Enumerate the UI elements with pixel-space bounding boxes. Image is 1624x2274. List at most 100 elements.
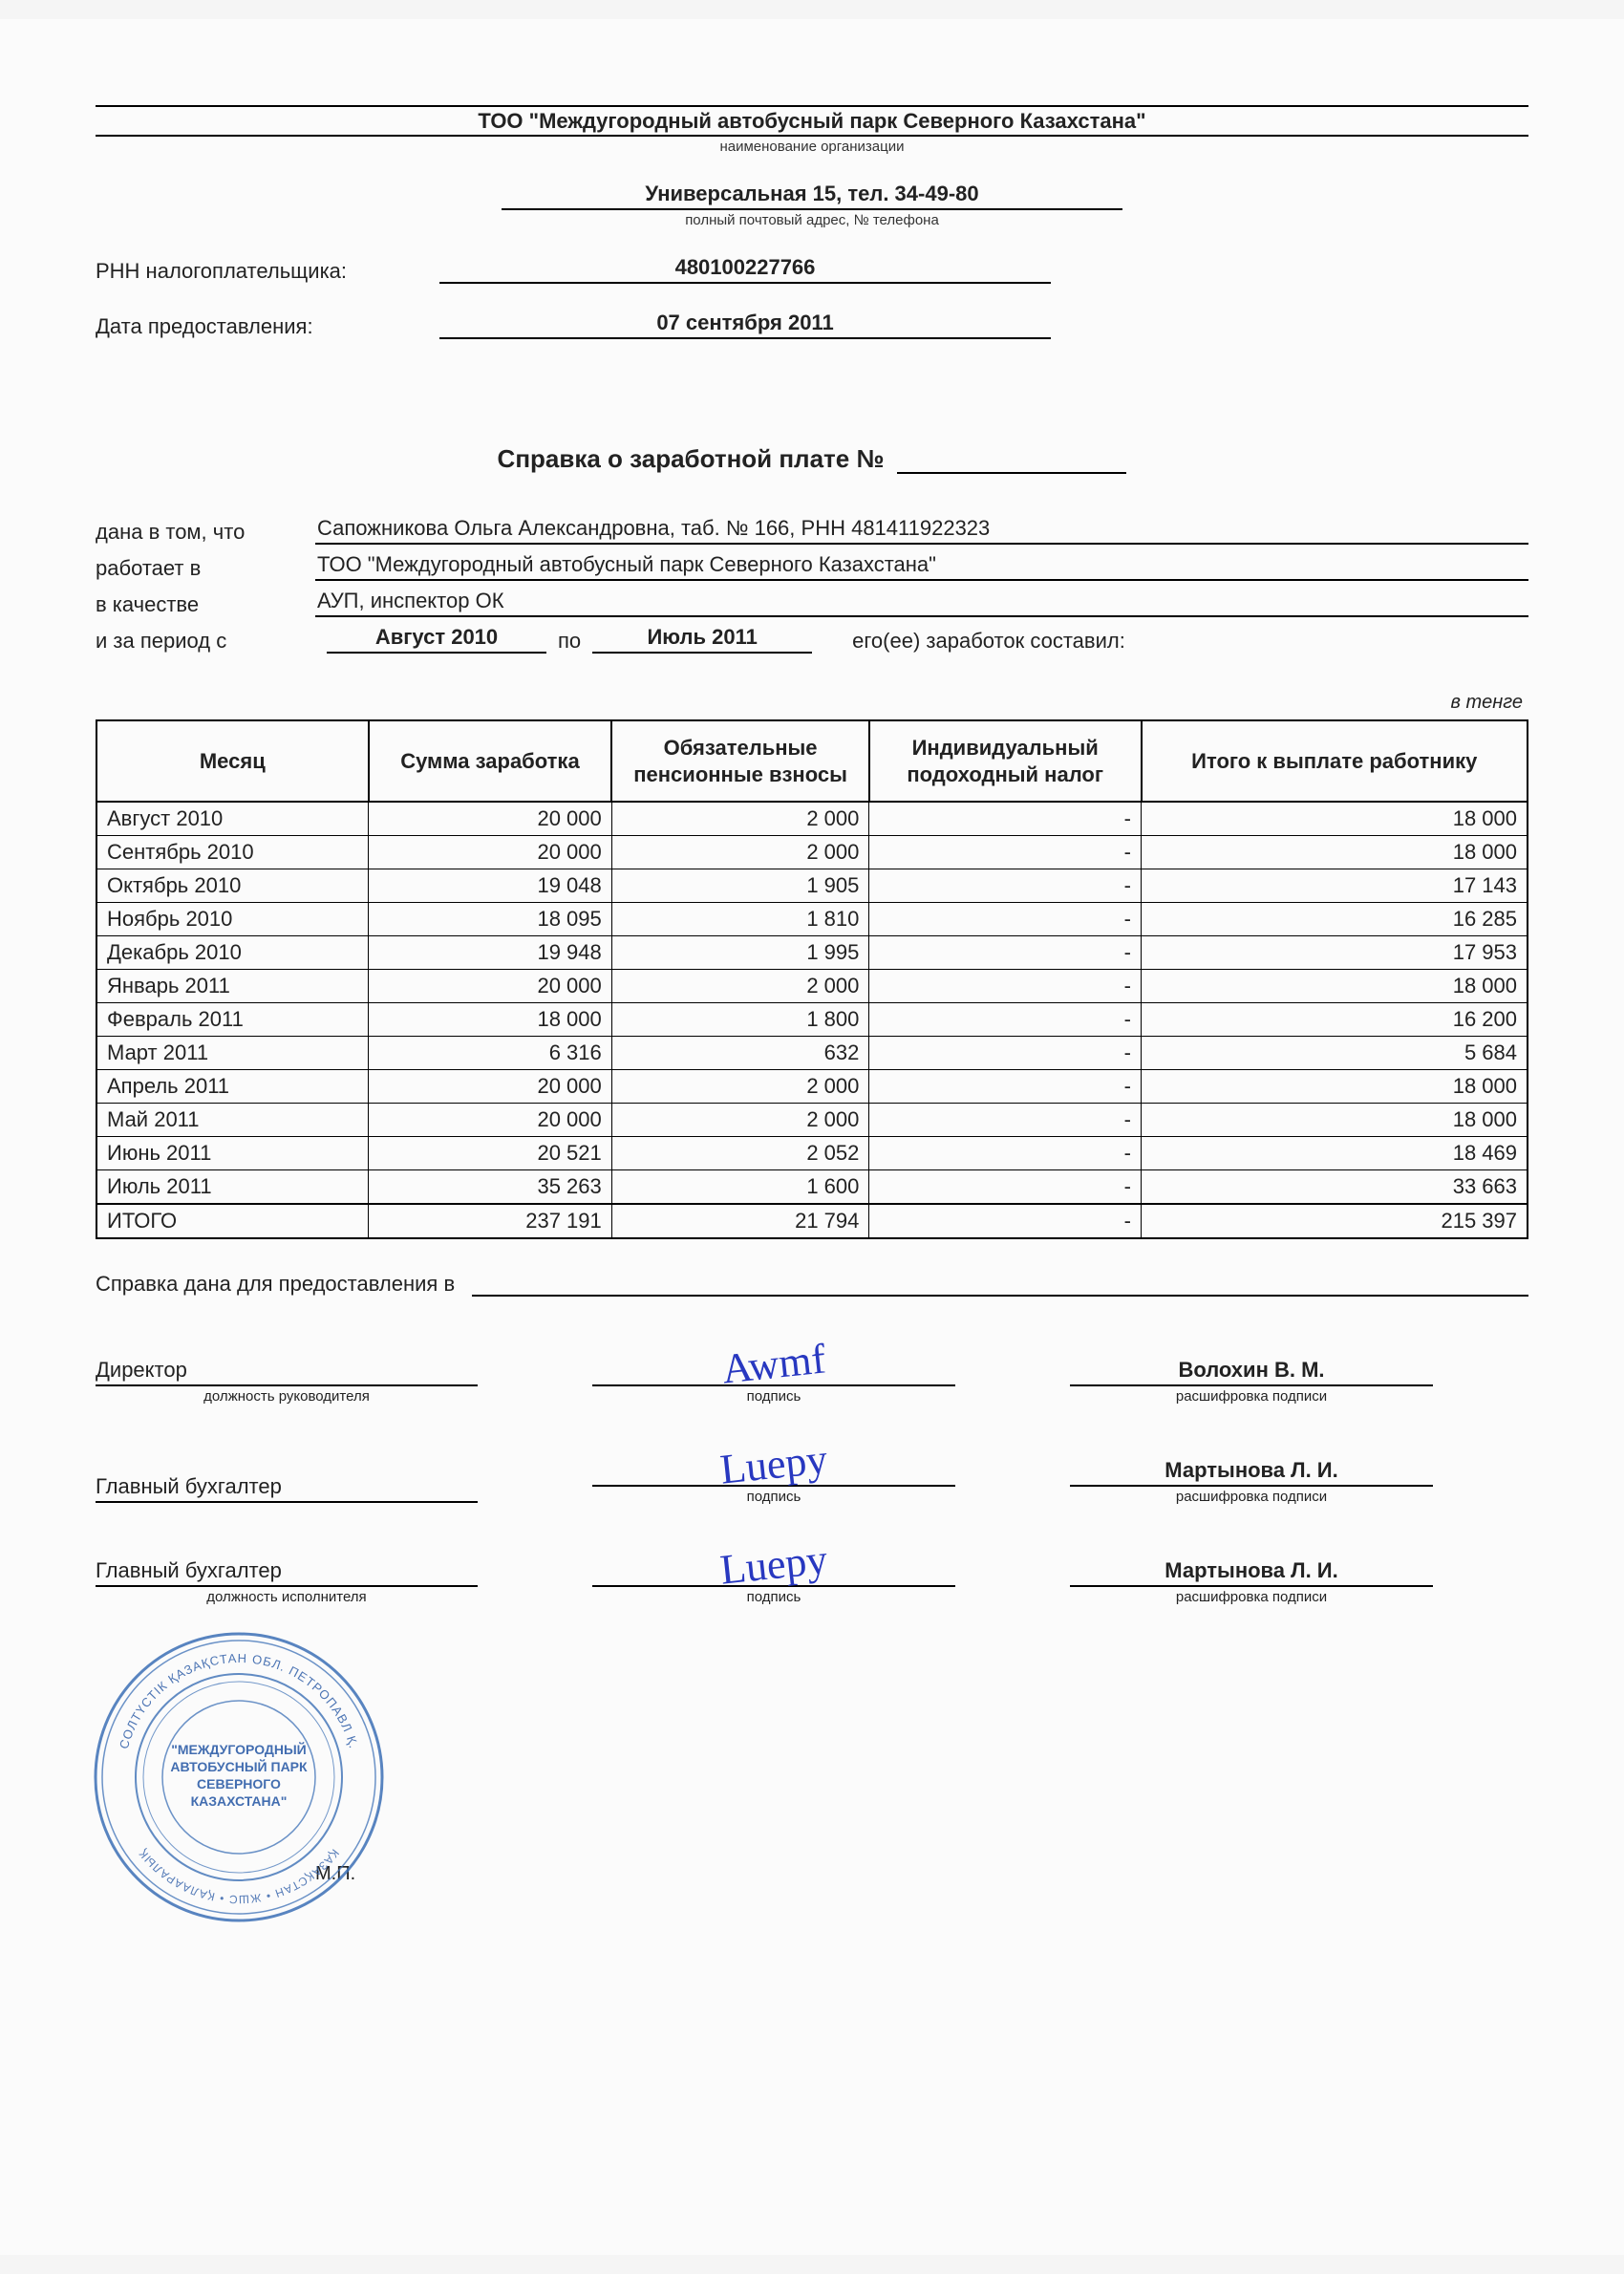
address-block: Универсальная 15, тел. 34-49-80 полный п…	[96, 182, 1528, 228]
cell-value: -	[869, 1003, 1142, 1037]
date-value: 07 сентября 2011	[439, 311, 1051, 339]
sign-role-col: Главный бухгалтер	[96, 1474, 478, 1505]
cell-value: 5 684	[1142, 1037, 1528, 1070]
table-row: ИТОГО237 19121 794-215 397	[96, 1204, 1528, 1238]
table-row: Май 201120 0002 000-18 000	[96, 1104, 1528, 1137]
cell-month: Январь 2011	[96, 970, 369, 1003]
cell-value: 2 000	[611, 1104, 869, 1137]
employee-name: Сапожникова Ольга Александровна, таб. № …	[315, 516, 1528, 545]
cell-value: -	[869, 836, 1142, 869]
signature-row: Главный бухгалтер должность исполнителя …	[96, 1543, 1528, 1605]
provided-blank	[472, 1272, 1528, 1297]
cell-value: 16 285	[1142, 903, 1528, 936]
svg-text:ҚАЗАҚСТАН • ЖШС • ҚАЛААРАЛЫҚ: ҚАЗАҚСТАН • ЖШС • ҚАЛААРАЛЫҚ	[136, 1847, 342, 1907]
table-row: Июнь 201120 5212 052-18 469	[96, 1137, 1528, 1170]
sign-role-caption: должность исполнителя	[96, 1589, 478, 1605]
salary-table: Месяц Сумма заработка Обязательные пенси…	[96, 719, 1528, 1239]
cell-value: 20 000	[369, 802, 612, 836]
cell-value: 632	[611, 1037, 869, 1070]
cell-month: Март 2011	[96, 1037, 369, 1070]
date-row: Дата предоставления: 07 сентября 2011	[96, 311, 1528, 339]
cell-value: 1 810	[611, 903, 869, 936]
cell-value: 1 600	[611, 1170, 869, 1205]
cell-month: Август 2010	[96, 802, 369, 836]
cell-value: 20 521	[369, 1137, 612, 1170]
sign-role-col: Главный бухгалтер должность исполнителя	[96, 1558, 478, 1605]
col-tax: Индивидуальный подоходный налог	[869, 720, 1142, 802]
cell-month: Июль 2011	[96, 1170, 369, 1205]
cell-value: 18 095	[369, 903, 612, 936]
cell-value: 215 397	[1142, 1204, 1528, 1238]
position-label: в качестве	[96, 592, 315, 617]
address-value: Универсальная 15, тел. 34-49-80	[502, 182, 1122, 210]
signature-row: Главный бухгалтер Luepy подпись Мартынов…	[96, 1443, 1528, 1505]
cell-month: Декабрь 2010	[96, 936, 369, 970]
table-row: Октябрь 201019 0481 905-17 143	[96, 869, 1528, 903]
sign-role-caption: должность руководителя	[96, 1388, 478, 1405]
cell-value: 1 800	[611, 1003, 869, 1037]
cell-value: -	[869, 1137, 1142, 1170]
provided-label: Справка дана для предоставления в	[96, 1272, 455, 1297]
earnings-suffix: его(ее) заработок составил:	[852, 629, 1125, 654]
cell-month: Июнь 2011	[96, 1137, 369, 1170]
sign-role: Директор	[96, 1358, 478, 1386]
cell-value: 33 663	[1142, 1170, 1528, 1205]
cell-value: -	[869, 1170, 1142, 1205]
sign-sig-caption: подпись	[592, 1589, 955, 1605]
svg-text:"МЕЖДУГОРОДНЫЙ: "МЕЖДУГОРОДНЫЙ	[171, 1741, 307, 1757]
cell-value: 6 316	[369, 1037, 612, 1070]
col-net: Итого к выплате работнику	[1142, 720, 1528, 802]
rnn-value: 480100227766	[439, 255, 1051, 284]
sign-name-caption: расшифровка подписи	[1070, 1589, 1433, 1605]
sign-role: Главный бухгалтер	[96, 1558, 478, 1587]
org-caption: наименование организации	[96, 139, 1528, 155]
signatures-block: Директор должность руководителя Awmf под…	[96, 1342, 1528, 1605]
sign-signature-col: Luepy подпись	[592, 1543, 955, 1605]
cell-value: 17 143	[1142, 869, 1528, 903]
sign-name: Мартынова Л. И.	[1070, 1458, 1433, 1487]
col-gross: Сумма заработка	[369, 720, 612, 802]
sign-signature-col: Awmf подпись	[592, 1342, 955, 1405]
address-caption: полный почтовый адрес, № телефона	[96, 212, 1528, 228]
cell-value: 1 995	[611, 936, 869, 970]
cell-value: -	[869, 1104, 1142, 1137]
rnn-row: РНН налогоплательщика: 480100227766	[96, 255, 1528, 284]
sign-name-col: Мартынова Л. И. расшифровка подписи	[1070, 1458, 1433, 1505]
cell-month: Октябрь 2010	[96, 869, 369, 903]
doc-title: Справка о заработной плате №	[498, 444, 885, 474]
cell-value: -	[869, 1037, 1142, 1070]
cell-value: 20 000	[369, 1104, 612, 1137]
svg-text:КАЗАХСТАНА": КАЗАХСТАНА"	[191, 1793, 288, 1809]
cell-value: 17 953	[1142, 936, 1528, 970]
sign-name-col: Мартынова Л. И. расшифровка подписи	[1070, 1558, 1433, 1605]
cell-value: -	[869, 936, 1142, 970]
cell-value: 20 000	[369, 970, 612, 1003]
salary-certificate-document: ТОО "Междугородный автобусный парк Север…	[0, 19, 1624, 2255]
table-row: Январь 201120 0002 000-18 000	[96, 970, 1528, 1003]
cell-value: 2 052	[611, 1137, 869, 1170]
table-row: Ноябрь 201018 0951 810-16 285	[96, 903, 1528, 936]
cell-value: 19 948	[369, 936, 612, 970]
table-row: Декабрь 201019 9481 995-17 953	[96, 936, 1528, 970]
table-header: Месяц Сумма заработка Обязательные пенси…	[96, 720, 1528, 802]
cell-value: 2 000	[611, 1070, 869, 1104]
cell-month: Апрель 2011	[96, 1070, 369, 1104]
cell-value: 18 000	[1142, 970, 1528, 1003]
cell-value: 237 191	[369, 1204, 612, 1238]
cell-value: 2 000	[611, 836, 869, 869]
info-block: дана в том, что Сапожникова Ольга Алекса…	[96, 516, 1528, 654]
period-row: и за период с Август 2010 по Июль 2011 е…	[96, 625, 1528, 654]
cell-value: 2 000	[611, 970, 869, 1003]
cell-value: 20 000	[369, 1070, 612, 1104]
table-row: Июль 201135 2631 600-33 663	[96, 1170, 1528, 1205]
svg-text:СЕВЕРНОГО: СЕВЕРНОГО	[197, 1776, 281, 1791]
cell-value: 18 000	[1142, 1070, 1528, 1104]
col-month: Месяц	[96, 720, 369, 802]
provided-for-row: Справка дана для предоставления в	[96, 1272, 1528, 1297]
signature-scribble: Awmf	[592, 1342, 955, 1386]
table-row: Февраль 201118 0001 800-16 200	[96, 1003, 1528, 1037]
cell-month: Сентябрь 2010	[96, 836, 369, 869]
svg-text:АВТОБУСНЫЙ ПАРК: АВТОБУСНЫЙ ПАРК	[170, 1758, 308, 1774]
given-label: дана в том, что	[96, 520, 315, 545]
sign-name-caption: расшифровка подписи	[1070, 1388, 1433, 1405]
